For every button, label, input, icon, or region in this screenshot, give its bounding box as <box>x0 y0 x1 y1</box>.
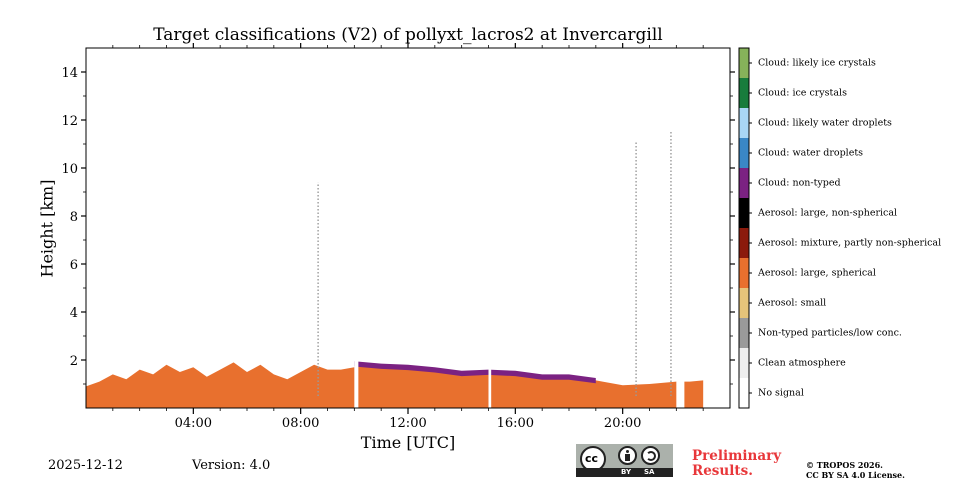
colorbar-label-11: Cloud: likely ice crystals <box>758 57 876 69</box>
cc-icon: cc <box>580 446 606 472</box>
colorbar-swatch-7 <box>739 168 749 198</box>
colorbar-swatch-0 <box>739 378 749 408</box>
y-tick-label-12: 12 <box>61 114 78 129</box>
colorbar-label-2: Non-typed particles/low conc. <box>758 327 902 339</box>
x-axis-label: Time [UTC] <box>360 433 456 452</box>
by-person-icon <box>618 446 637 465</box>
colorbar-label-10: Cloud: ice crystals <box>758 87 847 99</box>
heatmap-content <box>86 48 704 408</box>
preliminary-line-1: Preliminary <box>692 448 782 464</box>
data-gap-2 <box>676 48 685 408</box>
copyright-line-1: © TROPOS 2026. <box>806 460 883 470</box>
colorbar-swatch-11 <box>739 48 749 78</box>
colorbar-label-7: Cloud: non-typed <box>758 177 841 189</box>
data-gap-1 <box>488 48 492 408</box>
colorbar-label-1: Clean atmosphere <box>758 357 846 369</box>
x-tick-label-16:00: 16:00 <box>497 416 534 431</box>
preliminary-results-note: Preliminary Results. <box>692 449 781 479</box>
y-tick-label-14: 14 <box>61 66 78 81</box>
y-tick-label-6: 6 <box>70 258 78 273</box>
colorbar-swatch-3 <box>739 288 749 318</box>
version-text: Version: 4.0 <box>192 458 271 473</box>
date-text: 2025-12-12 <box>48 458 123 473</box>
colorbar-swatch-5 <box>739 228 749 258</box>
x-tick-label-12:00: 12:00 <box>389 416 426 431</box>
y-tick-label-8: 8 <box>70 210 78 225</box>
y-tick-label-10: 10 <box>61 162 78 177</box>
colorbar-swatch-10 <box>739 78 749 108</box>
colorbar <box>738 47 752 409</box>
y-tick-label-2: 2 <box>70 354 78 369</box>
colorbar-swatch-6 <box>739 198 749 228</box>
axes: 2 4 6 8 10 12 14 04:00 08:00 12:00 16:00 20:00 <box>61 43 735 431</box>
cc-license-badge[interactable]: cc BY SA <box>576 444 673 477</box>
preliminary-line-2: Results. <box>692 463 753 479</box>
colorbar-label-0: No signal <box>758 387 804 399</box>
sa-label: SA <box>644 468 655 476</box>
colorbar-label-3: Aerosol: small <box>758 297 827 309</box>
colorbar-label-9: Cloud: likely water droplets <box>758 117 892 129</box>
colorbar-swatch-8 <box>739 138 749 168</box>
colorbar-swatch-4 <box>739 258 749 288</box>
by-label: BY <box>621 468 632 476</box>
chart-title: Target classifications (V2) of pollyxt_l… <box>153 25 663 45</box>
x-tick-label-20:00: 20:00 <box>604 416 641 431</box>
x-tick-label-04:00: 04:00 <box>175 416 212 431</box>
colorbar-swatch-2 <box>739 318 749 348</box>
axes-frame <box>85 47 731 409</box>
data-gap-0 <box>354 48 359 408</box>
copyright-note: © TROPOS 2026. CC BY SA 4.0 License. <box>806 460 905 480</box>
cloud-non-typed-band <box>354 361 596 384</box>
y-tick-label-4: 4 <box>70 306 78 321</box>
cc-strip: BY SA <box>576 468 673 477</box>
cc-icon-text: cc <box>585 452 599 465</box>
colorbar-label-4: Aerosol: large, spherical <box>758 267 876 279</box>
colorbar-swatch-1 <box>739 348 749 378</box>
colorbar-label-8: Cloud: water droplets <box>758 147 864 159</box>
share-alike-icon <box>641 446 660 465</box>
colorbar-frame <box>738 47 750 409</box>
colorbar-label-6: Aerosol: large, non-spherical <box>758 207 898 219</box>
aerosol-large-spherical-layer <box>86 362 704 408</box>
colorbar-label-5: Aerosol: mixture, partly non-spherical <box>758 237 942 249</box>
x-tick-label-08:00: 08:00 <box>282 416 319 431</box>
copyright-line-2: CC BY SA 4.0 License. <box>806 470 905 480</box>
colorbar-swatch-9 <box>739 108 749 138</box>
